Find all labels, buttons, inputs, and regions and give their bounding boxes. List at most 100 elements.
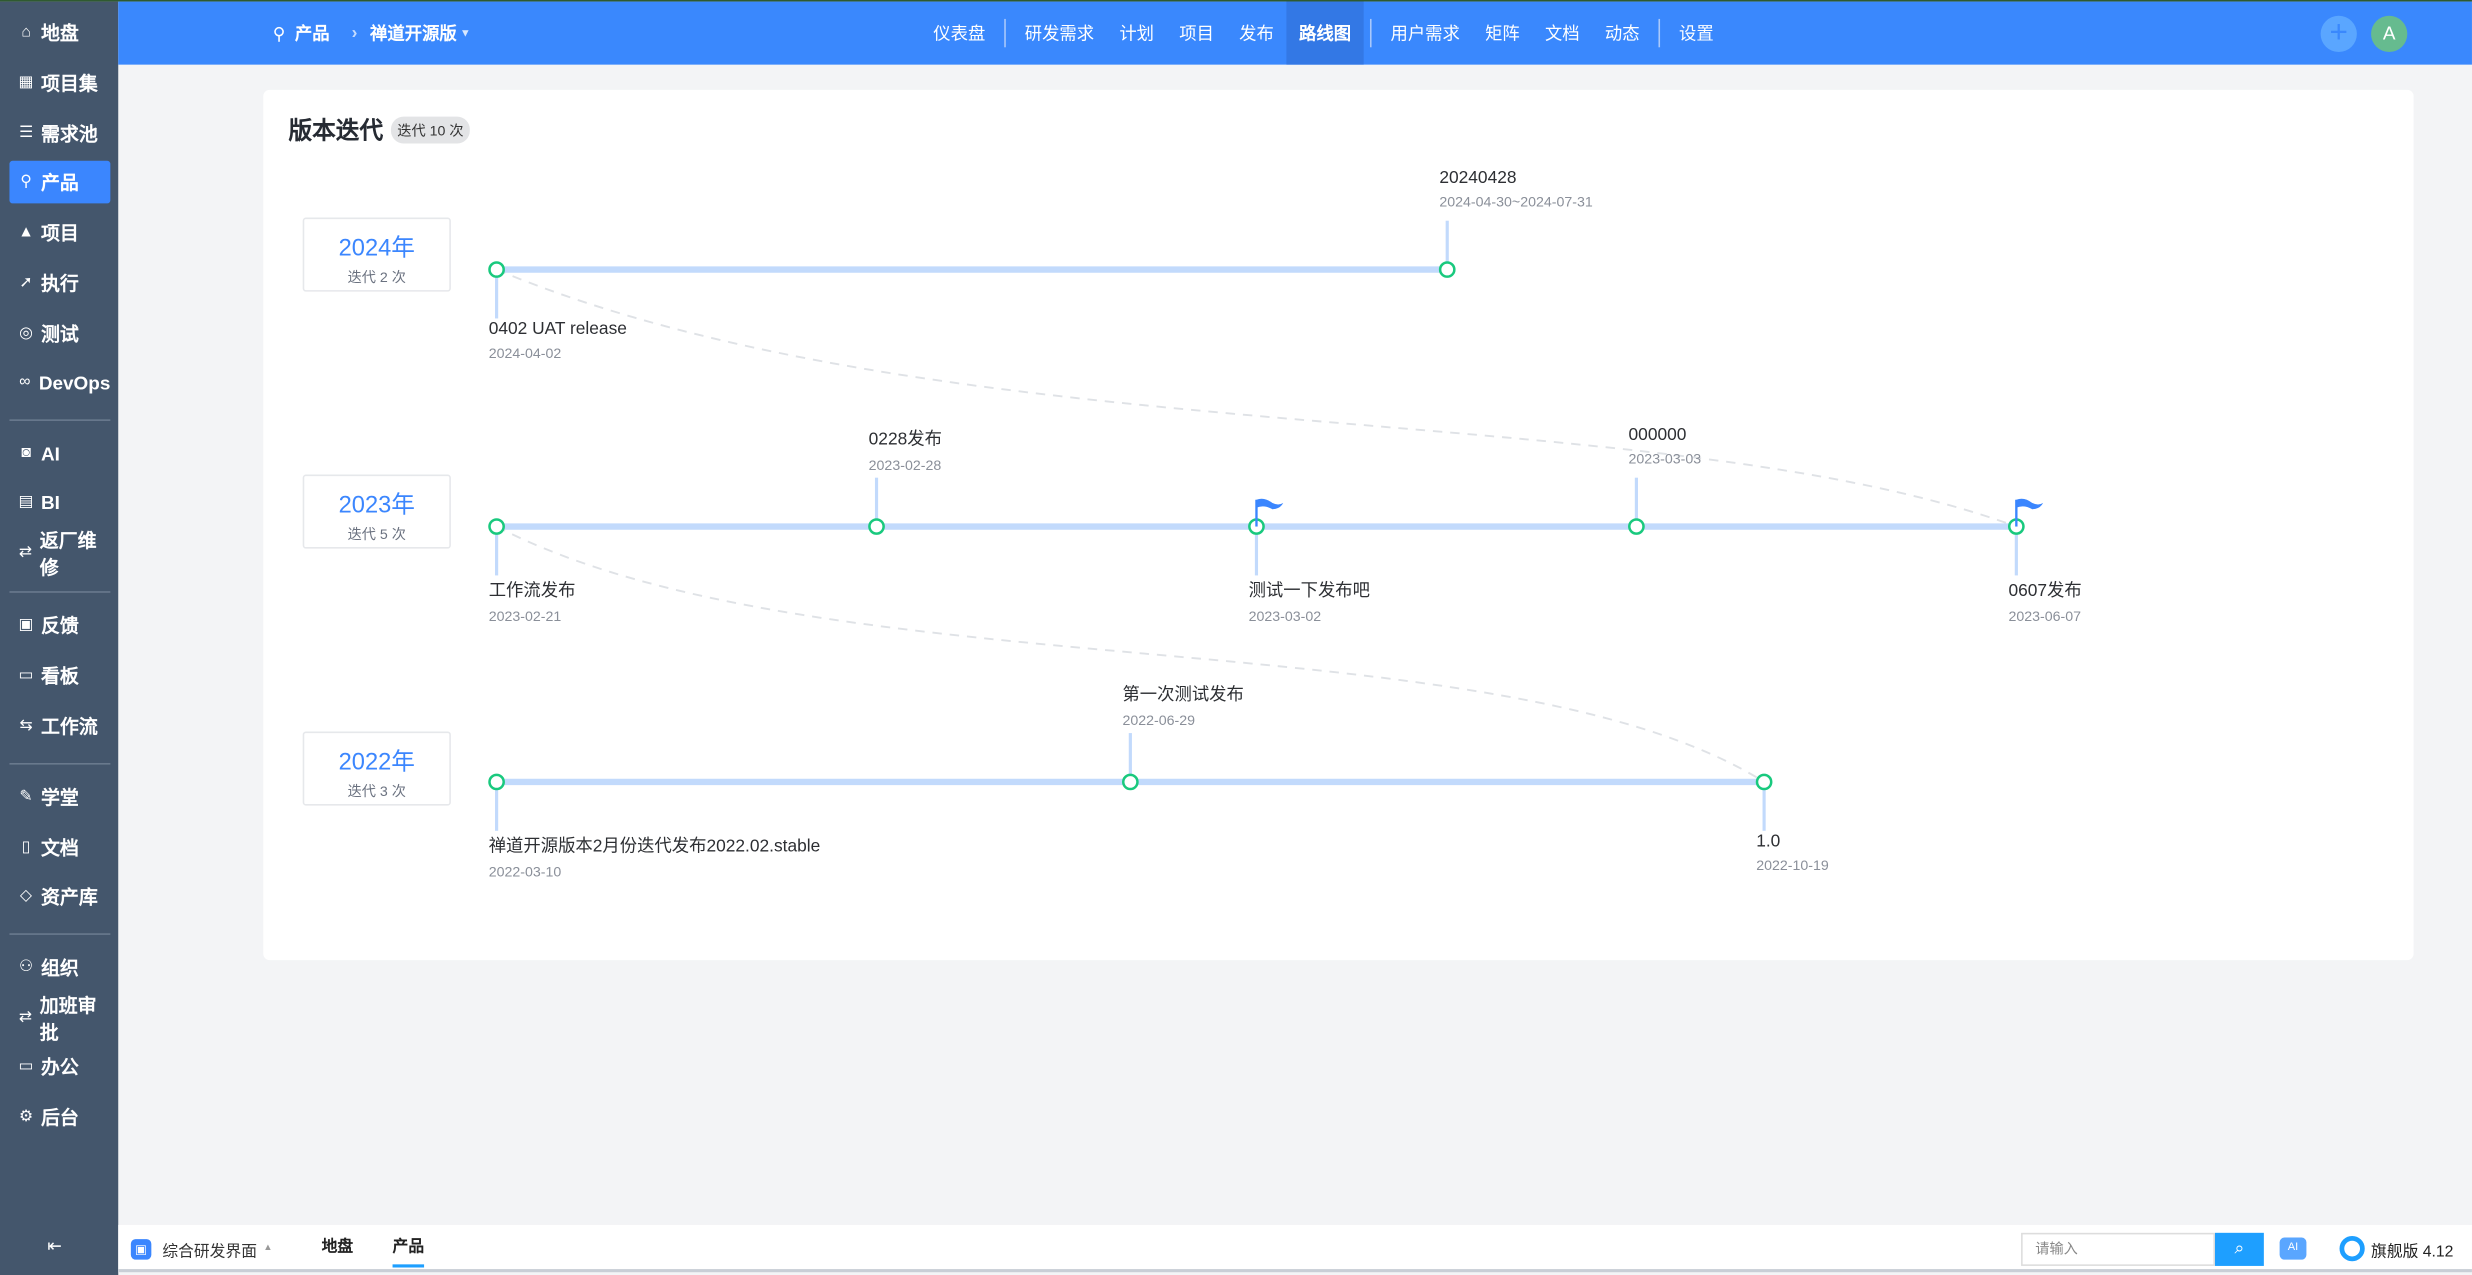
sidebar-item-5[interactable]: ➚ 执行 <box>9 262 110 305</box>
edition-info: 旗舰版 4.12 <box>2339 1225 2453 1272</box>
collapse-left-icon[interactable]: ⇤ <box>47 1237 62 1257</box>
nav-tab-5[interactable]: 路线图 <box>1286 1 1364 65</box>
sidebar-item-label: DevOps <box>38 371 111 394</box>
main-nav: 仪表盘 研发需求 计划 项目 发布 路线图 用户需求 矩阵 文档 动态 设置 <box>921 1 1727 65</box>
release-name[interactable]: 工作流发布 <box>488 581 576 601</box>
sidebar-item-17[interactable]: ⚇ 组织 <box>9 946 110 989</box>
sidebar-item-10[interactable]: ⇄ 返厂维修 <box>9 529 110 578</box>
nav-tab-2[interactable]: 计划 <box>1119 25 1154 45</box>
sidebar-item-4[interactable]: ▲ 项目 <box>9 211 110 254</box>
page-title: 版本迭代 迭代 10 次 <box>288 114 470 147</box>
flag-icon <box>1256 498 1284 510</box>
sidebar: ⇤ ⌂ 地盘 ▦ 项目集 ☰ 需求池 ⚲ 产品 ▲ 项目 ➚ 执行 ◎ 测试 ∞ DevOps ◙ AI ▤ BI ⇄ 返… <box>0 1 119 1275</box>
release-date: 2023-03-03 <box>1628 450 1702 467</box>
infinity-icon: ∞ <box>19 373 31 391</box>
nav-tab-4[interactable]: 发布 <box>1239 25 1274 45</box>
kanban-icon: ▭ <box>18 666 34 685</box>
sidebar-item-3[interactable]: ⚲ 产品 <box>9 160 111 204</box>
release-item[interactable]: 禅道开源版本2月份迭代发布2022.02.stable 2022-03-10 <box>488 832 821 880</box>
year-label: 2023年 <box>338 491 415 519</box>
sidebar-item-label: 反馈 <box>40 614 79 637</box>
sidebar-item-label: BI <box>40 491 60 514</box>
sidebar-item-9[interactable]: ▤ BI <box>9 481 110 524</box>
ai-chat-button[interactable]: AI <box>2279 1237 2307 1260</box>
year-label: 2024年 <box>338 234 415 262</box>
sidebar-item-16[interactable]: ◇ 资产库 <box>9 875 110 918</box>
sidebar-item-12[interactable]: ▭ 看板 <box>9 654 110 697</box>
top-nav-bar: ⚲ 产品 › 禅道开源版 ▼ 仪表盘 研发需求 计划 项目 发布 路线图 用户需求 矩阵 文档 动… <box>118 1 2472 65</box>
workspace-label: 综合研发界面 <box>162 1243 257 1261</box>
sidebar-item-label: 加班审批 <box>39 993 97 1043</box>
add-icon[interactable]: + <box>2320 15 2357 53</box>
product-selector[interactable]: 禅道开源版 <box>370 25 457 45</box>
sidebar-item-19[interactable]: ▭ 办公 <box>9 1045 110 1088</box>
workspace-switcher[interactable]: ▣ 综合研发界面 ▲ <box>130 1225 273 1272</box>
sidebar-item-6[interactable]: ◎ 测试 <box>9 312 110 355</box>
nav-tab-9[interactable]: 动态 <box>1604 25 1640 45</box>
search-input[interactable]: 请输入 <box>2021 1232 2215 1266</box>
caret-down-icon[interactable]: ▼ <box>459 27 471 39</box>
sidebar-item-8[interactable]: ◙ AI <box>9 432 110 475</box>
diamond-icon: ◇ <box>19 887 33 905</box>
sidebar-item-13[interactable]: ⇆ 工作流 <box>9 705 110 748</box>
nav-tab-6[interactable]: 用户需求 <box>1390 25 1460 45</box>
sidebar-item-14[interactable]: ✎ 学堂 <box>9 776 110 819</box>
release-name[interactable]: 1.0 <box>1756 832 1781 852</box>
sidebar-item-label: 学堂 <box>40 786 79 809</box>
sidebar-item-18[interactable]: ⇄ 加班审批 <box>9 994 110 1043</box>
nav-tab-10[interactable]: 设置 <box>1678 25 1714 45</box>
release-name[interactable]: 禅道开源版本2月份迭代发布2022.02.stable <box>488 837 821 857</box>
bottom-tab-dashboard[interactable]: 地盘 <box>321 1239 354 1257</box>
release-item[interactable]: 1.0 2022-10-19 <box>1756 832 1829 873</box>
release-item[interactable]: 20240428 2024-04-30~2024-07-31 <box>1439 169 1592 210</box>
release-item[interactable]: 0228发布 2023-02-28 <box>869 426 942 473</box>
nav-separator <box>1004 18 1006 48</box>
release-item[interactable]: 第一次测试发布 2022-06-29 <box>1122 681 1244 729</box>
breadcrumb-section[interactable]: 产品 <box>294 25 330 45</box>
sidebar-item-20[interactable]: ⚙ 后台 <box>9 1096 110 1139</box>
zentao-logo-icon <box>2339 1235 2365 1262</box>
sidebar-divider <box>9 419 111 421</box>
sidebar-item-15[interactable]: ▯ 文档 <box>9 826 110 869</box>
sidebar-item-2[interactable]: ☰ 需求池 <box>9 112 110 155</box>
sidebar-item-11[interactable]: ▣ 反馈 <box>9 604 110 647</box>
nav-separator <box>1658 18 1661 48</box>
release-name[interactable]: 20240428 <box>1439 168 1517 188</box>
nav-tab-3[interactable]: 项目 <box>1179 25 1214 45</box>
sidebar-item-label: 看板 <box>40 665 79 688</box>
sidebar-item-7[interactable]: ∞ DevOps <box>9 361 110 404</box>
release-name[interactable]: 0228发布 <box>868 430 942 450</box>
release-item[interactable]: 0607发布 2023-06-07 <box>2008 577 2082 625</box>
nav-tab-1[interactable]: 研发需求 <box>1024 25 1095 45</box>
release-name[interactable]: 0402 UAT release <box>488 320 627 339</box>
sidebar-item-0[interactable]: ⌂ 地盘 <box>9 11 110 54</box>
release-name[interactable]: 测试一下发布吧 <box>1248 581 1370 601</box>
sidebar-item-label: 文档 <box>40 837 79 860</box>
window-top-border <box>0 0 2472 2</box>
sidebar-item-1[interactable]: ▦ 项目集 <box>9 61 110 104</box>
release-node <box>1121 773 1139 791</box>
rocket-icon: ▲ <box>18 223 34 242</box>
release-item[interactable]: 0402 UAT release 2024-04-02 <box>489 320 627 361</box>
release-name[interactable]: 第一次测试发布 <box>1122 685 1244 705</box>
avatar[interactable]: A <box>2371 15 2408 53</box>
release-item[interactable]: 工作流发布 2023-02-21 <box>488 577 576 625</box>
release-item[interactable]: 000000 2023-03-03 <box>1629 426 1702 467</box>
search-icon: ⌕ <box>2234 1239 2245 1259</box>
search-button[interactable]: ⌕ <box>2214 1232 2264 1266</box>
roadmap-title: 版本迭代 <box>288 118 384 146</box>
release-date: 2022-10-19 <box>1756 857 1829 874</box>
nav-tab-8[interactable]: 文档 <box>1544 25 1580 45</box>
nav-tab-7[interactable]: 矩阵 <box>1485 25 1520 45</box>
chevron-right-icon: › <box>351 23 358 43</box>
users-icon: ⚇ <box>18 958 34 976</box>
release-date: 2023-06-07 <box>2008 608 2082 625</box>
release-name[interactable]: 000000 <box>1628 425 1687 445</box>
release-item[interactable]: 测试一下发布吧 2023-03-02 <box>1248 577 1370 625</box>
bottom-tab-product[interactable]: 产品 <box>392 1225 425 1272</box>
home-icon: ⌂ <box>21 23 31 41</box>
release-name[interactable]: 0607发布 <box>2008 581 2082 601</box>
release-node <box>488 773 505 791</box>
release-node <box>1438 261 1456 278</box>
nav-tab-0[interactable]: 仪表盘 <box>933 25 986 45</box>
